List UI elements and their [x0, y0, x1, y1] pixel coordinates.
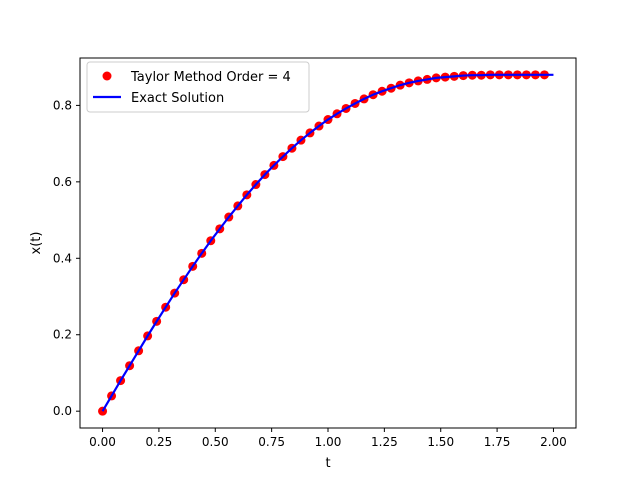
series-points-layer: [98, 70, 554, 416]
x-tick-label: 1.00: [315, 435, 342, 449]
x-tick-label: 0.75: [258, 435, 285, 449]
taylor-point: [98, 406, 108, 416]
y-tick-label: 0.6: [53, 175, 72, 189]
x-tick-label: 0.00: [89, 435, 116, 449]
y-axis-ticks: 0.0 0.2 0.4 0.6 0.8: [53, 98, 80, 418]
y-tick-label: 0.4: [53, 251, 72, 265]
x-tick-label: 0.25: [146, 435, 173, 449]
legend-marker-taylor: [102, 71, 112, 81]
x-tick-label: 2.00: [540, 435, 567, 449]
x-tick-label: 1.25: [371, 435, 398, 449]
legend-frame: [86, 61, 310, 113]
y-tick-label: 0.8: [53, 98, 72, 112]
legend: Taylor Method Order = 4 Exact Solution: [86, 61, 310, 113]
x-tick-label: 1.50: [427, 435, 454, 449]
y-tick-label: 0.0: [53, 404, 72, 418]
x-axis-ticks: 0.00 0.25 0.50 0.75 1.00 1.25 1.50 1.75 2.00: [89, 428, 567, 449]
legend-label-taylor: Taylor Method Order = 4: [130, 70, 291, 85]
y-axis-label: x(t): [29, 232, 44, 255]
legend-label-exact: Exact Solution: [131, 91, 224, 106]
axes-background: [80, 58, 576, 428]
y-tick-label: 0.2: [53, 328, 72, 342]
x-tick-label: 1.75: [484, 435, 511, 449]
x-tick-label: 0.50: [202, 435, 229, 449]
plot-area: [79, 57, 577, 429]
exact-solution-line: [101, 73, 554, 412]
x-axis-label: t: [325, 456, 330, 471]
